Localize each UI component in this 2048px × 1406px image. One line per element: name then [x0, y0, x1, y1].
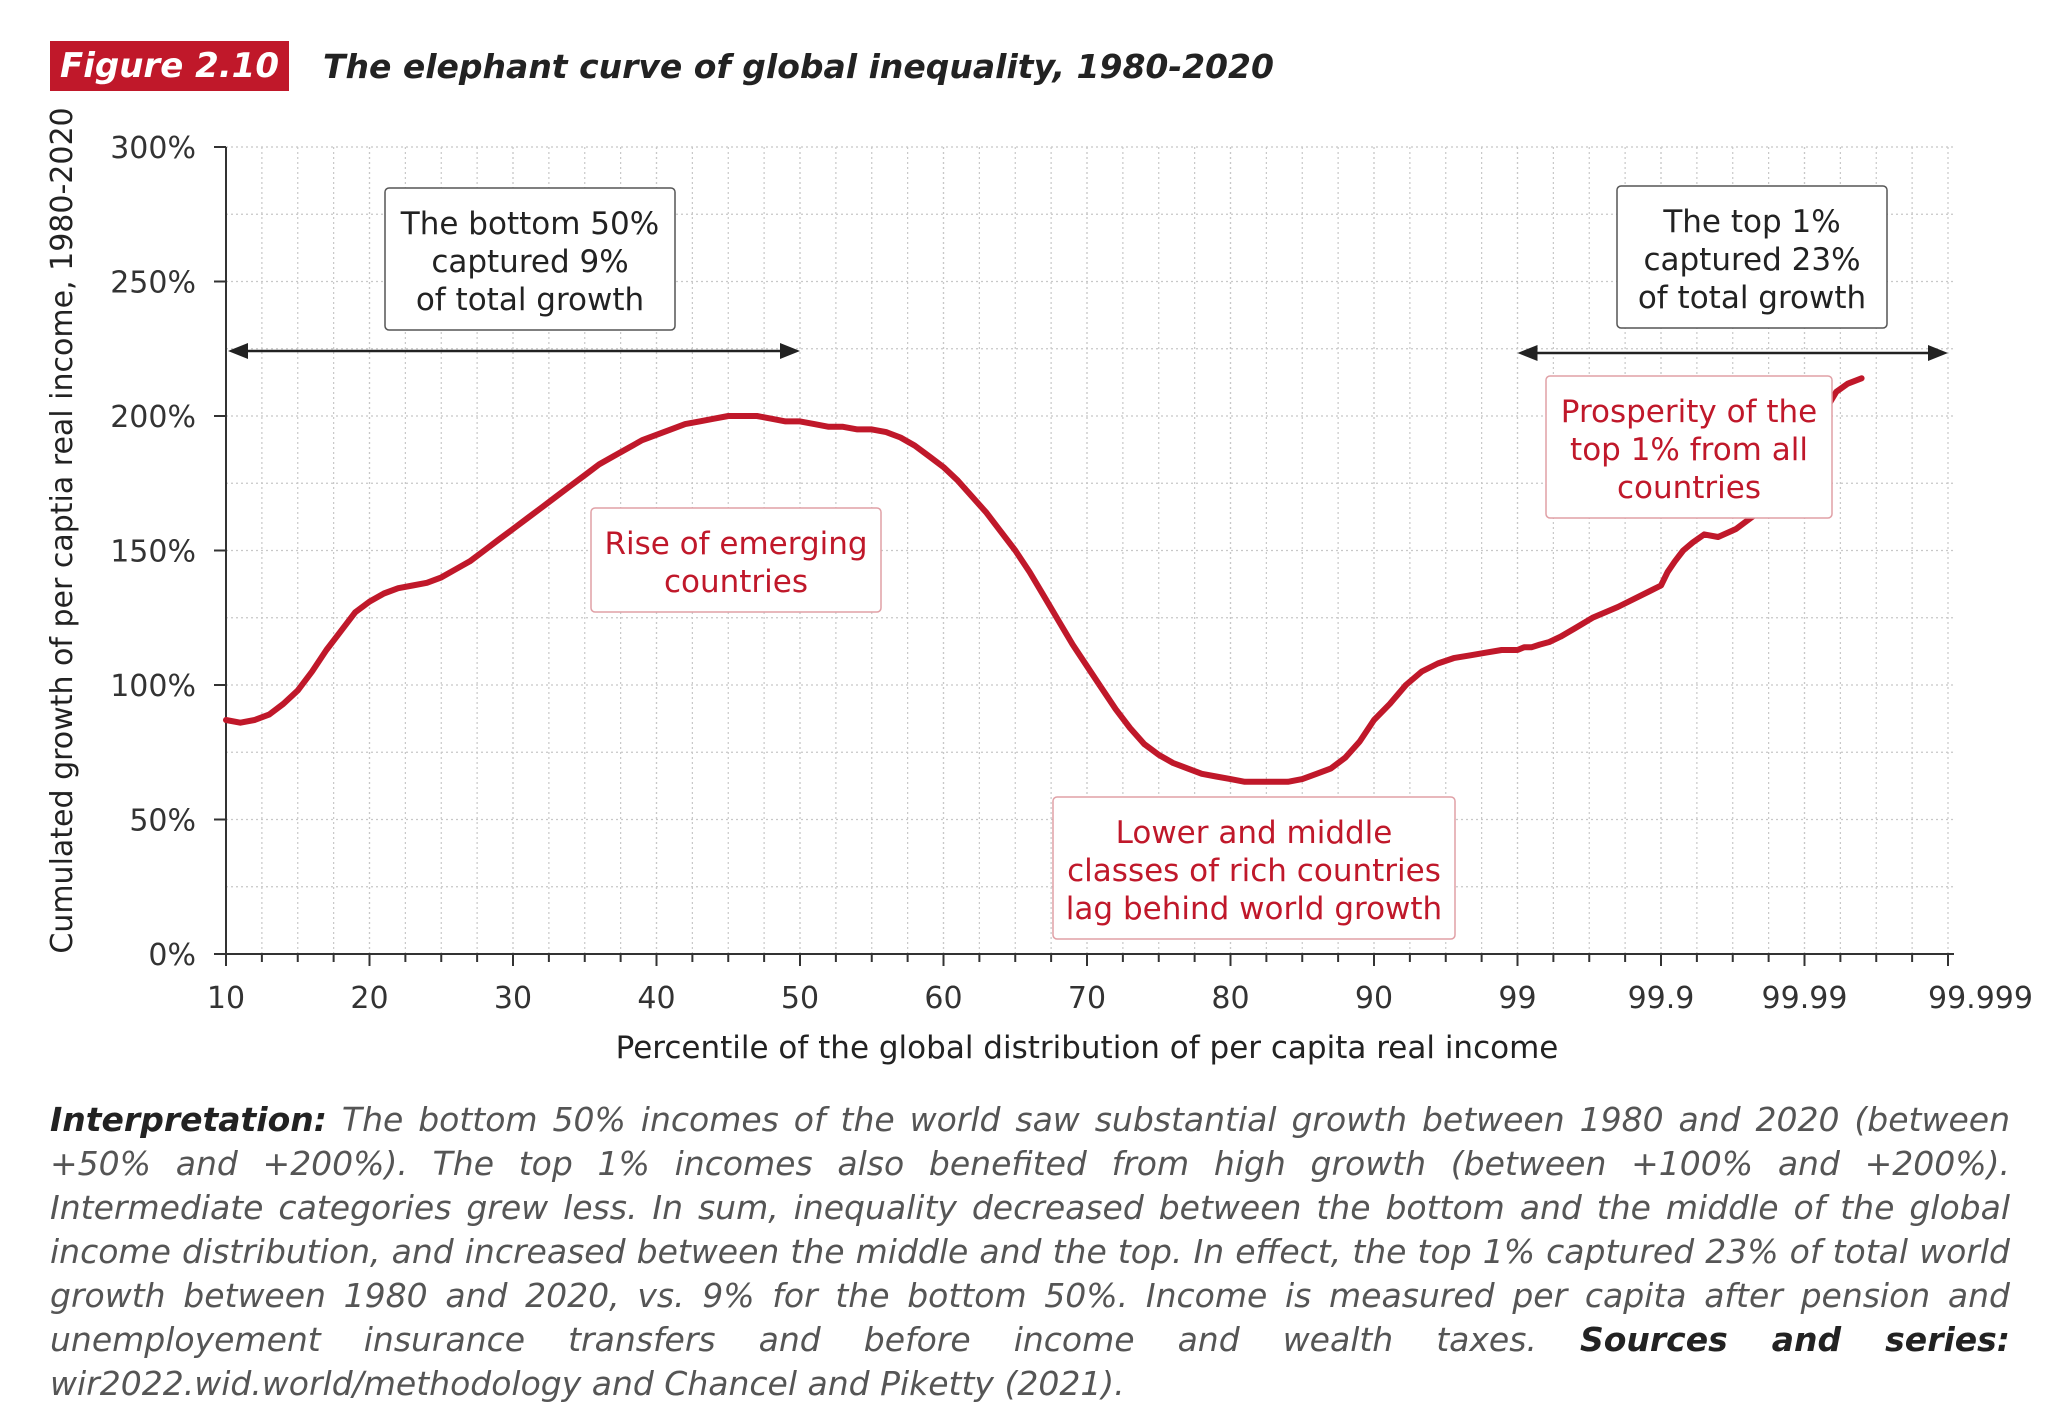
- x-tick-label: 60: [924, 981, 962, 1016]
- x-tick-label: 80: [1211, 981, 1249, 1016]
- sources-text: wir2022.wid.world/methodology and Chance…: [50, 1364, 1125, 1403]
- top-1-prosperity-annotation-text: countries: [1617, 470, 1761, 506]
- y-tick-label: 300%: [110, 131, 196, 166]
- rich-countries-annotation-text: Lower and middle: [1116, 815, 1393, 851]
- top-1-arrow-head-right: [1928, 345, 1948, 361]
- x-tick-label: 99.9: [1628, 981, 1695, 1016]
- x-tick-label: 90: [1355, 981, 1393, 1016]
- figure-header: Figure 2.10 The elephant curve of global…: [50, 40, 1274, 92]
- y-tick-label: 100%: [110, 669, 196, 704]
- rich-countries-annotation-text: lag behind world growth: [1066, 891, 1442, 927]
- x-tick-label: 99: [1498, 981, 1536, 1016]
- x-tick-label: 20: [350, 981, 388, 1016]
- figure-number-badge: Figure 2.10: [50, 41, 289, 91]
- y-axis-title: Cumulated growth of per captia real inco…: [45, 107, 80, 953]
- figure-title: The elephant curve of global inequality,…: [322, 46, 1274, 86]
- bottom-50-arrow-head-left: [228, 343, 248, 359]
- bottom-50-annotation-text: The bottom 50%: [400, 206, 659, 242]
- sources-label: Sources and series:: [1579, 1320, 2010, 1359]
- x-tick-label: 50: [781, 981, 819, 1016]
- bottom-50-arrow-head-right: [780, 343, 800, 359]
- bottom-50-annotation-text: of total growth: [416, 282, 644, 318]
- x-tick-label: 10: [207, 981, 245, 1016]
- top-1-annotation-text: captured 23%: [1643, 242, 1860, 278]
- elephant-curve-chart: 0% 50% 100% 150% 200% 250% 300% 10 20 30 40 50 60 70 8…: [45, 107, 2033, 1066]
- series-line: [223, 375, 1865, 785]
- x-tick-label: 70: [1068, 981, 1106, 1016]
- interpretation-text: The bottom 50% incomes of the world saw …: [50, 1100, 2010, 1359]
- bottom-50-annotation-box: [384, 187, 676, 331]
- x-axis-title: Percentile of the global distribution of…: [616, 1030, 1559, 1066]
- bottom-50-annotation-text: captured 9%: [431, 244, 628, 280]
- x-tick-label: 99.99: [1762, 981, 1848, 1016]
- emerging-countries-annotation-text: countries: [664, 564, 808, 600]
- interpretation-note: Interpretation: The bottom 50% incomes o…: [50, 1098, 2010, 1406]
- x-tick-label: 30: [494, 981, 532, 1016]
- top-1-prosperity-annotation-text: Prosperity of the: [1561, 394, 1817, 430]
- top-1-prosperity-annotation-box: [1545, 375, 1833, 519]
- y-tick-label: 250%: [110, 266, 196, 301]
- y-tick-label: 150%: [110, 535, 196, 570]
- top-1-annotation-text: of total growth: [1638, 280, 1866, 316]
- top-1-prosperity-annotation-text: top 1% from all: [1570, 432, 1808, 468]
- top-1-annotation-text: The top 1%: [1662, 204, 1840, 240]
- top-1-arrow-head-left: [1517, 345, 1538, 361]
- top-1-annotation-box: [1616, 185, 1888, 329]
- y-tick-label: 50%: [129, 804, 196, 839]
- emerging-countries-annotation-box: [590, 507, 882, 613]
- x-tick-label: 40: [637, 981, 675, 1016]
- rich-countries-annotation-text: classes of rich countries: [1067, 853, 1441, 889]
- rich-countries-annotation-box: [1052, 796, 1456, 940]
- y-tick-label: 0%: [148, 938, 196, 973]
- y-tick-label: 200%: [110, 400, 196, 435]
- x-tick-label: 99.999: [1928, 981, 2033, 1016]
- emerging-countries-annotation-text: Rise of emerging: [604, 526, 867, 562]
- interpretation-label: Interpretation:: [50, 1100, 327, 1139]
